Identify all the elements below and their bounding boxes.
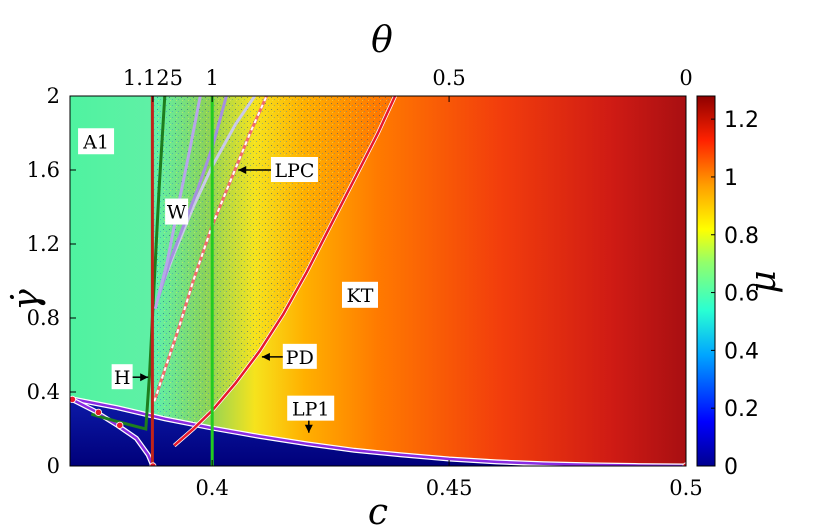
colorbar-tick-label-3: 0.6 (724, 282, 759, 307)
annotation-label-H: H (114, 367, 131, 389)
low-mu-region (70, 398, 686, 466)
colorbar-tick-label-0: 0 (724, 455, 738, 480)
colorbar-tick-label-2: 0.4 (724, 339, 759, 364)
curve-LP1 (70, 397, 686, 466)
annotation-label-PD: PD (286, 347, 314, 369)
curve-LP1-branch (70, 397, 155, 466)
colorbar-gradient (696, 95, 716, 467)
top-tick-label-1: 1 (205, 66, 218, 90)
top-axis-title: θ (371, 20, 393, 61)
x-tick-label-0: 0.4 (195, 476, 228, 500)
top-tick-label-3: 0 (679, 66, 692, 90)
plot-frame (69, 95, 687, 467)
x-tick-label-1: 0.45 (426, 476, 473, 500)
region-label-box-W (165, 198, 189, 225)
y-tick-label-5: 2 (47, 84, 60, 108)
region-label-KT: KT (347, 285, 374, 307)
annotation-box-LPC (270, 157, 318, 182)
plot-area (70, 96, 686, 466)
y-tick-label-0: 0 (47, 454, 60, 478)
bifurcation-point-0 (70, 395, 76, 403)
annotation-arrow-PD (261, 352, 270, 361)
curve-W-lower (156, 96, 228, 300)
y-tick-label-3: 1.2 (27, 232, 60, 256)
y-axis-title: γ̇ (6, 289, 47, 311)
bifurcation-curves (70, 96, 686, 466)
annotation-label-LP1: LP1 (292, 399, 330, 421)
region-label-W: W (167, 202, 187, 224)
colorbar-tick-label-5: 1 (724, 166, 738, 191)
annotation-arrow-H (140, 373, 149, 382)
top-tick-label-0: 1.125 (123, 66, 183, 90)
top-axis: 1.125 1 0.5 0 (123, 66, 693, 102)
x-axis: 0.4 0.45 0.5 (195, 460, 703, 500)
annotation-label-LPC: LPC (274, 160, 314, 182)
annotation-box-PD (282, 343, 317, 369)
bifurcation-point-1 (94, 408, 103, 416)
top-tick-label-2: 0.5 (432, 66, 465, 90)
region-labels: A1 W KT (78, 128, 378, 308)
colorbar-tick-label-1: 0.2 (724, 397, 759, 422)
y-tick-label-2: 0.8 (27, 306, 60, 330)
annotation-arrow-LPC (238, 166, 247, 174)
annotation-box-H (111, 364, 133, 390)
x-axis-title: c (368, 492, 388, 532)
annotation-box-LP1 (287, 395, 335, 421)
annotation-arrow-LP1 (304, 424, 313, 433)
colorbar-title: μ (743, 270, 784, 293)
x-tick-label-2: 0.5 (669, 476, 702, 500)
chaotic-region (154, 96, 396, 466)
bifurcation-point-2 (116, 421, 124, 429)
colorbar: 0 0.2 0.4 0.6 0.8 1 1.2 (696, 95, 759, 480)
curve-LPC (153, 96, 268, 402)
y-axis: 0 0.4 0.8 1.2 1.6 2 (27, 84, 76, 478)
y-tick-label-4: 1.6 (27, 158, 60, 182)
y-tick-label-1: 0.4 (27, 380, 60, 404)
curve-PD (173, 96, 397, 447)
region-label-box-A1 (78, 128, 115, 155)
colorbar-tick-label-6: 1.2 (724, 108, 759, 133)
region-label-A1: A1 (82, 131, 109, 153)
colorbar-tick-label-4: 0.8 (724, 224, 759, 249)
curve-H (90, 96, 167, 431)
region-label-box-KT (341, 281, 378, 308)
curve-annotations: LPC PD H LP1 (111, 157, 335, 433)
